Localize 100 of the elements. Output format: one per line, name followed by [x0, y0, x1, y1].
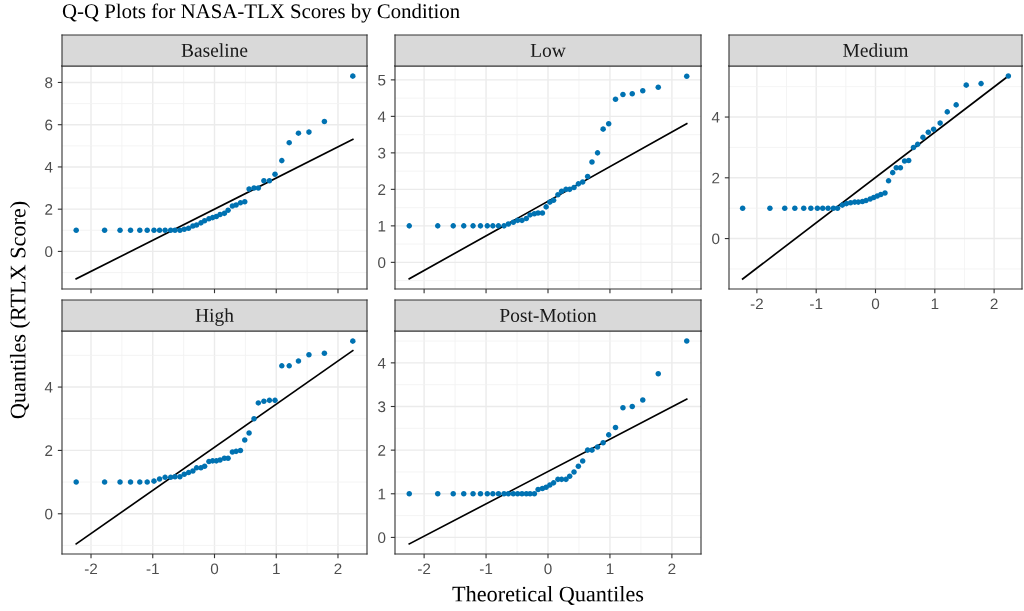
- point: [279, 157, 285, 164]
- point: [477, 491, 484, 497]
- point: [897, 165, 904, 171]
- point: [306, 129, 312, 135]
- y-tick-label: 6: [45, 119, 53, 131]
- point: [272, 397, 278, 404]
- point: [450, 223, 456, 229]
- point: [484, 223, 491, 229]
- point: [963, 82, 970, 88]
- point: [629, 403, 636, 410]
- x-tick-label: -2: [418, 563, 431, 575]
- point: [655, 84, 662, 90]
- y-tick-label: 1: [378, 220, 386, 232]
- point: [295, 130, 302, 136]
- point: [882, 190, 888, 196]
- point: [177, 473, 183, 480]
- point: [920, 134, 926, 141]
- y-tick-label: 0: [378, 257, 386, 269]
- point: [589, 159, 595, 165]
- point: [539, 210, 546, 216]
- point: [255, 185, 262, 191]
- point: [605, 432, 612, 438]
- x-tick-label: 1: [273, 563, 280, 575]
- point: [233, 202, 239, 208]
- text: Q-Q Plots for NASA-TLX Scores by Condition: [62, 3, 460, 23]
- point: [495, 223, 502, 229]
- point: [543, 484, 549, 491]
- point: [543, 204, 549, 210]
- point: [201, 463, 208, 470]
- y-tick-label: 1: [378, 488, 386, 500]
- point: [246, 430, 252, 436]
- point: [266, 177, 273, 184]
- point: [217, 211, 223, 218]
- point: [201, 218, 208, 224]
- point: [510, 219, 517, 225]
- point: [241, 437, 248, 443]
- chart-title: Low: [530, 43, 566, 57]
- y-tick-label: 4: [711, 112, 720, 123]
- point: [594, 444, 601, 450]
- point: [117, 479, 123, 485]
- point: [193, 465, 200, 471]
- point: [246, 186, 252, 192]
- point: [620, 91, 626, 98]
- point: [620, 405, 626, 411]
- point: [434, 223, 441, 229]
- point: [535, 486, 541, 493]
- point: [73, 227, 79, 234]
- point: [792, 205, 798, 211]
- point: [470, 223, 476, 229]
- point: [225, 207, 231, 214]
- point: [600, 439, 606, 446]
- point: [144, 227, 150, 234]
- point: [505, 221, 512, 227]
- y-tick-label: 4: [44, 161, 53, 173]
- point: [612, 96, 619, 102]
- point: [127, 479, 134, 485]
- point: [535, 210, 541, 216]
- x-tick-label: -2: [84, 563, 98, 575]
- point: [519, 217, 525, 224]
- point: [819, 205, 826, 211]
- point: [523, 215, 530, 222]
- point: [814, 205, 821, 211]
- point: [910, 144, 917, 151]
- y-tick-label: 4: [377, 111, 386, 122]
- point: [137, 479, 143, 485]
- point: [825, 205, 831, 211]
- y-tick-label: 4: [44, 382, 53, 393]
- x-tick-label: -1: [146, 563, 159, 575]
- point: [251, 415, 257, 422]
- point: [640, 88, 646, 94]
- point: [190, 468, 196, 474]
- point: [286, 139, 292, 146]
- point: [151, 478, 157, 484]
- point: [571, 469, 577, 475]
- point: [505, 491, 512, 497]
- point: [925, 129, 932, 136]
- point: [501, 223, 507, 229]
- chart-title: High: [195, 308, 234, 326]
- point: [255, 400, 262, 406]
- point: [321, 118, 328, 125]
- point: [855, 199, 862, 205]
- point: [594, 150, 601, 156]
- point: [937, 120, 943, 126]
- point: [781, 205, 788, 211]
- point: [266, 397, 273, 404]
- point: [563, 476, 569, 483]
- y-tick-label: 3: [378, 401, 386, 413]
- chart-title: Post-Motion: [499, 308, 597, 322]
- x-tick-label: 2: [334, 563, 342, 575]
- point: [739, 205, 746, 211]
- point: [655, 370, 662, 377]
- y-tick-label: 2: [378, 184, 386, 195]
- point: [575, 181, 582, 187]
- y-tick-label: 0: [45, 246, 53, 258]
- x-axis-title: Theoretical Quantiles: [452, 585, 644, 605]
- point: [321, 350, 328, 356]
- point: [185, 225, 192, 231]
- point: [834, 205, 841, 211]
- y-tick-label: 5: [378, 74, 386, 86]
- point: [406, 491, 413, 497]
